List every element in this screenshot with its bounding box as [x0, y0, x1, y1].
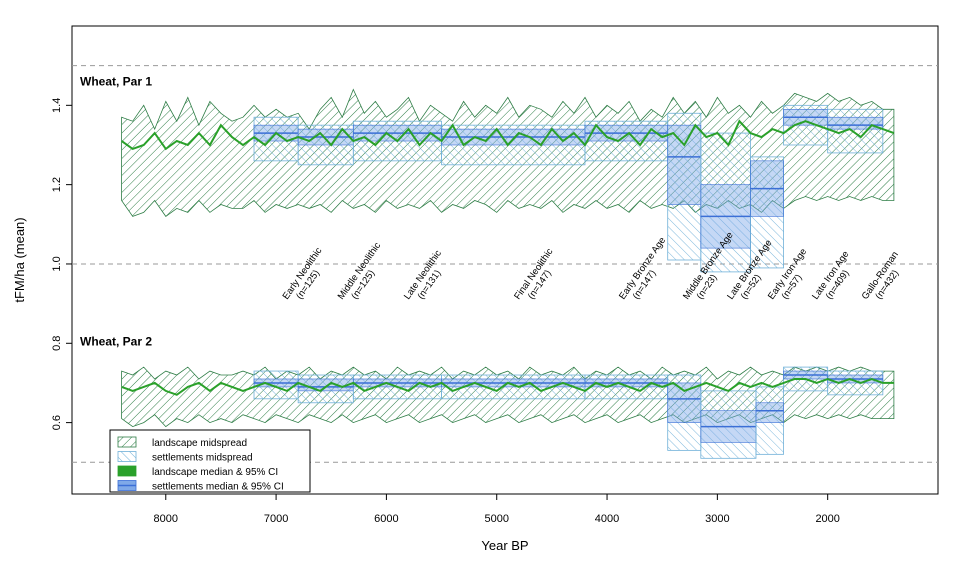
legend-swatch-1 — [117, 451, 137, 462]
settlement-midspread-1-1 — [297, 374, 354, 404]
x-tick-label-1: 7000 — [264, 513, 288, 525]
panels — [121, 88, 895, 459]
landscape-median-0 — [121, 119, 895, 151]
legend-label-0: landscape midspread — [152, 438, 247, 449]
x-axis: 8000 7000 6000 5000 4000 3000 2000 — [154, 494, 840, 525]
y-axis: 0.6 0.8 1.0 1.2 1.4 — [51, 98, 72, 430]
legend-label-2: landscape median & 95% CI — [152, 467, 278, 478]
x-tick-label-6: 2000 — [815, 513, 839, 525]
x-tick-label-2: 6000 — [374, 513, 398, 525]
plot-frame — [71, 25, 939, 495]
y-tick-label-2: 1.0 — [51, 256, 63, 271]
period-label-8: Late Iron Age(n=409) — [810, 249, 852, 302]
legend-label-1: settlements midspread — [152, 453, 253, 464]
period-label-1: Middle Neolithic(n=125) — [336, 240, 384, 301]
panel-1 — [121, 366, 895, 459]
settlement-ci-1-5 — [667, 382, 702, 423]
period-label-0: Early Neolithic(n=125) — [281, 245, 325, 301]
y-tick-label-4: 1.4 — [51, 98, 63, 113]
panel-label-0: Wheat, Par 1 — [80, 74, 152, 88]
landscape-median-1 — [121, 377, 894, 396]
panel-0 — [121, 88, 895, 273]
legend: landscape midspread settlements midspread… — [109, 429, 311, 493]
settlement-ci-0-5 — [667, 124, 702, 205]
legend-swatch-0 — [117, 436, 137, 448]
x-tick-label-0: 8000 — [154, 513, 178, 525]
settlement-ci-0-9 — [827, 116, 884, 130]
y-tick-label-1: 0.8 — [51, 336, 63, 351]
panel-label-1: Wheat, Par 2 — [80, 334, 152, 348]
settlement-ci-1-7 — [755, 402, 784, 423]
x-tick-label-5: 3000 — [705, 513, 729, 525]
y-tick-label-0: 0.6 — [51, 415, 63, 430]
legend-label-3: settlements median & 95% CI — [152, 482, 284, 493]
settlement-midspread-0-7 — [750, 156, 784, 269]
x-tick-label-3: 5000 — [484, 513, 508, 525]
x-axis-label: Year BP — [481, 538, 528, 553]
x-tick-label-4: 4000 — [595, 513, 619, 525]
y-tick-label-3: 1.2 — [51, 177, 63, 192]
period-label-2: Late Neolithic(n=131) — [402, 248, 444, 302]
y-axis-label: tFM/ha (mean) — [12, 217, 27, 302]
period-label-3: Final Neolithic(n=147) — [512, 246, 555, 301]
period-labels: Early Neolithic(n=125) Middle Neolithic(n… — [281, 230, 902, 302]
panel-labels: Wheat, Par 1 Wheat, Par 2 — [80, 74, 152, 348]
settlement-midspread-0-9 — [827, 108, 884, 154]
legend-box — [109, 429, 311, 493]
period-label-9: Gallo-Roman(n=432) — [860, 250, 902, 302]
